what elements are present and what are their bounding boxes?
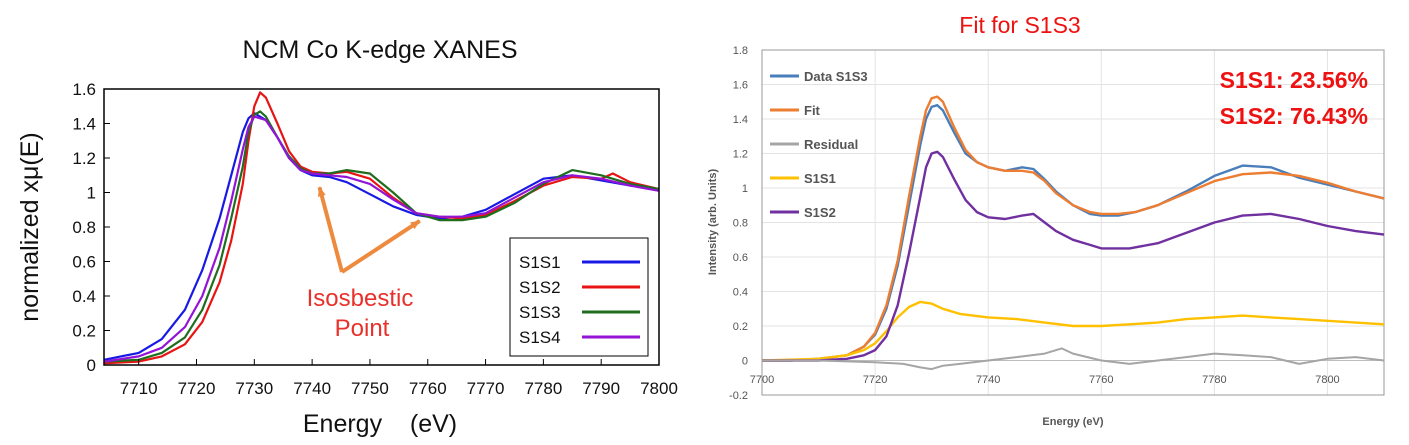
xanes-x-tick-label: 7710 <box>120 379 158 398</box>
fit-legend-label: S1S2 <box>804 205 836 220</box>
isosbestic-label-line1: Isosbestic <box>307 285 414 312</box>
xanes-y-tick-label: 1.4 <box>72 115 96 134</box>
fit-chart-title: Fit for S1S3 <box>959 12 1080 38</box>
fit-legend-label: Residual <box>804 137 858 152</box>
xanes-x-tick-label: 7760 <box>409 379 447 398</box>
xanes-x-tick-label: 7740 <box>293 379 331 398</box>
xanes-y-tick-label: 1 <box>87 184 96 203</box>
xanes-x-tick-label: 7750 <box>351 379 389 398</box>
xanes-x-tick-label: 7800 <box>640 379 678 398</box>
fit-x-tick-label: 7760 <box>1089 374 1113 386</box>
fit-x-axis-label: Energy (eV) <box>1042 416 1103 428</box>
xanes-y-tick-label: 0.2 <box>72 322 96 341</box>
xanes-x-tick-label: 7720 <box>178 379 216 398</box>
fit-y-tick-label: 1.2 <box>733 149 748 161</box>
xanes-y-tick-label: 1.6 <box>72 80 96 99</box>
isosbestic-arrow-upper <box>317 186 344 273</box>
fit-y-tick-label: 1 <box>742 183 748 195</box>
fit-y-tick-label: 0.4 <box>733 287 748 299</box>
isosbestic-arrow-lower <box>340 219 421 274</box>
fit-y-axis-label: Intensity (arb. Units) <box>707 168 719 275</box>
xanes-legend-label: S1S1 <box>519 253 561 272</box>
xanes-y-tick-label: 1.2 <box>72 149 96 168</box>
xanes-x-tick-label: 7790 <box>582 379 620 398</box>
xanes-x-tick-label: 7780 <box>524 379 562 398</box>
fit-legend: Data S1S3 Fit Residual S1S1 S1S2 <box>770 69 868 220</box>
xanes-y-axis-label: normalized xμ(E) <box>16 132 44 321</box>
fit-series-s1s1 <box>761 300 1385 362</box>
fit-y-tick-label: 0.6 <box>733 252 748 264</box>
fit-legend-label: Data S1S3 <box>804 69 868 84</box>
fit-legend-label: Fit <box>804 103 821 118</box>
xanes-legend-label: S1S3 <box>519 303 561 322</box>
xanes-series-lines <box>103 91 660 365</box>
xanes-chart-title: NCM Co K-edge XANES <box>242 36 517 64</box>
fit-result-s1s2: S1S2: 76.43% <box>1220 103 1368 129</box>
fit-series-lines <box>761 95 1385 371</box>
fit-x-tick-label: 7800 <box>1315 374 1339 386</box>
xanes-series-s1s4 <box>103 115 660 363</box>
xanes-series-s1s1 <box>103 112 660 361</box>
xanes-x-ticks: 7710 7720 7730 7740 7750 7760 7770 7780 7790 7800 <box>120 359 678 398</box>
fit-x-tick-label: 7700 <box>750 374 774 386</box>
xanes-y-tick-label: 0.6 <box>72 253 96 272</box>
fit-y-tick-label: 0.2 <box>733 321 748 333</box>
xanes-chart: NCM Co K-edge XANES 7710 7720 7730 7740 7750… <box>16 36 678 438</box>
xanes-y-tick-label: 0.4 <box>72 287 96 306</box>
fit-gridlines <box>761 49 1384 396</box>
fit-series-fit <box>762 95 1385 362</box>
fit-y-tick-label: 1.8 <box>733 45 748 57</box>
fit-y-tick-label: 0.8 <box>733 218 748 230</box>
xanes-series-s1s2 <box>103 91 660 365</box>
xanes-legend: S1S1 S1S2 S1S3 S1S4 <box>509 237 649 357</box>
fit-x-tick-label: 7740 <box>976 374 1000 386</box>
xanes-legend-label: S1S2 <box>519 278 561 297</box>
xanes-legend-label: S1S4 <box>519 328 561 347</box>
fit-series-residual <box>762 347 1385 371</box>
xanes-y-tick-label: 0.8 <box>72 218 96 237</box>
fit-result-s1s1: S1S1: 23.56% <box>1220 67 1368 93</box>
xanes-x-axis-label: Energy (eV) <box>303 410 457 438</box>
fit-y-ticks: -0.2 0 0.2 0.4 0.6 0.8 1 1.2 1.4 1.6 1.8 <box>729 45 748 402</box>
xanes-y-tick-label: 0 <box>87 356 96 375</box>
fit-y-tick-label: 1.4 <box>733 114 748 126</box>
fit-series-s1s2 <box>762 150 1385 362</box>
fit-chart: Fit for S1S3 7700 7720 7740 7760 7780 7800 -0… <box>707 12 1385 428</box>
isosbestic-annotation: Isosbestic Point <box>307 186 421 342</box>
xanes-x-tick-label: 7730 <box>235 379 273 398</box>
xanes-y-ticks: 0 0.2 0.4 0.6 0.8 1 1.2 1.4 1.6 <box>72 80 110 375</box>
fit-x-tick-label: 7720 <box>863 374 887 386</box>
fit-x-tick-label: 7780 <box>1202 374 1226 386</box>
isosbestic-label-line2: Point <box>335 315 390 342</box>
fit-y-tick-label: 0 <box>742 356 748 368</box>
fit-y-tick-label: 1.6 <box>733 80 748 92</box>
fit-legend-label: S1S1 <box>804 171 836 186</box>
fit-plot-frame <box>761 49 1385 396</box>
xanes-x-tick-label: 7770 <box>467 379 505 398</box>
fit-x-ticks: 7700 7720 7740 7760 7780 7800 <box>750 374 1340 386</box>
fit-y-tick-label: -0.2 <box>729 390 748 402</box>
